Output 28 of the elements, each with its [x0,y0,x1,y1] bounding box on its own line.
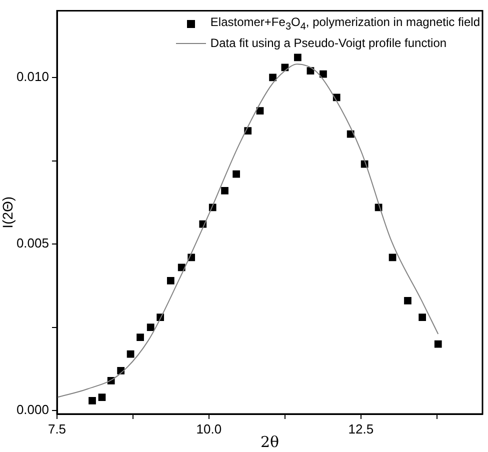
point [146,324,154,332]
x-axis-title: 2θ [260,432,280,451]
point [294,54,302,62]
point [404,297,412,304]
y-tick-label: 0.000 [16,402,49,418]
y-axis-title: I(2Θ) [0,196,16,228]
legend-label: Data fit using a Pseudo-Voigt profile function [210,35,447,52]
point [320,70,327,78]
x-tick-label: 12.5 [348,421,374,436]
point [88,396,96,404]
point [136,334,144,342]
point [418,314,426,322]
point [434,340,442,348]
line-series [57,64,439,398]
y-tick-label: 0.010 [16,69,49,84]
point [388,254,396,262]
point [221,187,228,194]
point [98,394,106,402]
point [256,107,264,114]
point [178,264,186,272]
point [166,277,174,284]
point [269,74,276,82]
x-tick-label: 10.0 [196,421,222,436]
point [126,350,134,358]
y-tick-label: 0.005 [16,236,49,251]
x-tick-label: 7.5 [48,421,66,436]
legend-label: Elastomer+Fe$_{3}$O$_{4}$, polymerization in magnetic field [210,14,480,34]
point [232,170,240,178]
